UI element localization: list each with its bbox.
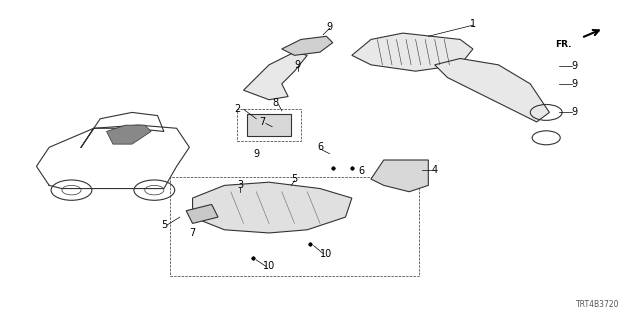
Polygon shape: [186, 204, 218, 223]
Polygon shape: [282, 36, 333, 55]
Polygon shape: [371, 160, 428, 192]
Text: 4: 4: [431, 164, 438, 174]
Polygon shape: [435, 59, 549, 122]
Text: 5: 5: [291, 174, 298, 184]
Text: 9: 9: [326, 22, 333, 32]
Text: 2: 2: [234, 104, 240, 114]
Text: 10: 10: [263, 261, 275, 271]
Polygon shape: [193, 182, 352, 233]
Text: 10: 10: [320, 249, 333, 259]
Text: FR.: FR.: [556, 40, 572, 49]
Text: 9: 9: [572, 61, 578, 71]
Text: 9: 9: [572, 79, 578, 89]
Text: 5: 5: [161, 220, 167, 230]
Text: 6: 6: [358, 166, 365, 176]
Polygon shape: [352, 33, 473, 71]
Text: 3: 3: [237, 180, 243, 190]
Polygon shape: [106, 125, 151, 144]
Text: TRT4B3720: TRT4B3720: [576, 300, 620, 309]
Text: 9: 9: [294, 60, 301, 70]
Text: 6: 6: [317, 142, 323, 152]
Text: 7: 7: [189, 228, 196, 238]
Text: 7: 7: [260, 117, 266, 127]
FancyBboxPatch shape: [246, 114, 291, 136]
Text: 9: 9: [253, 149, 259, 159]
Text: 8: 8: [273, 98, 278, 108]
Text: 9: 9: [572, 108, 578, 117]
Text: 1: 1: [470, 19, 476, 28]
Polygon shape: [244, 52, 307, 100]
